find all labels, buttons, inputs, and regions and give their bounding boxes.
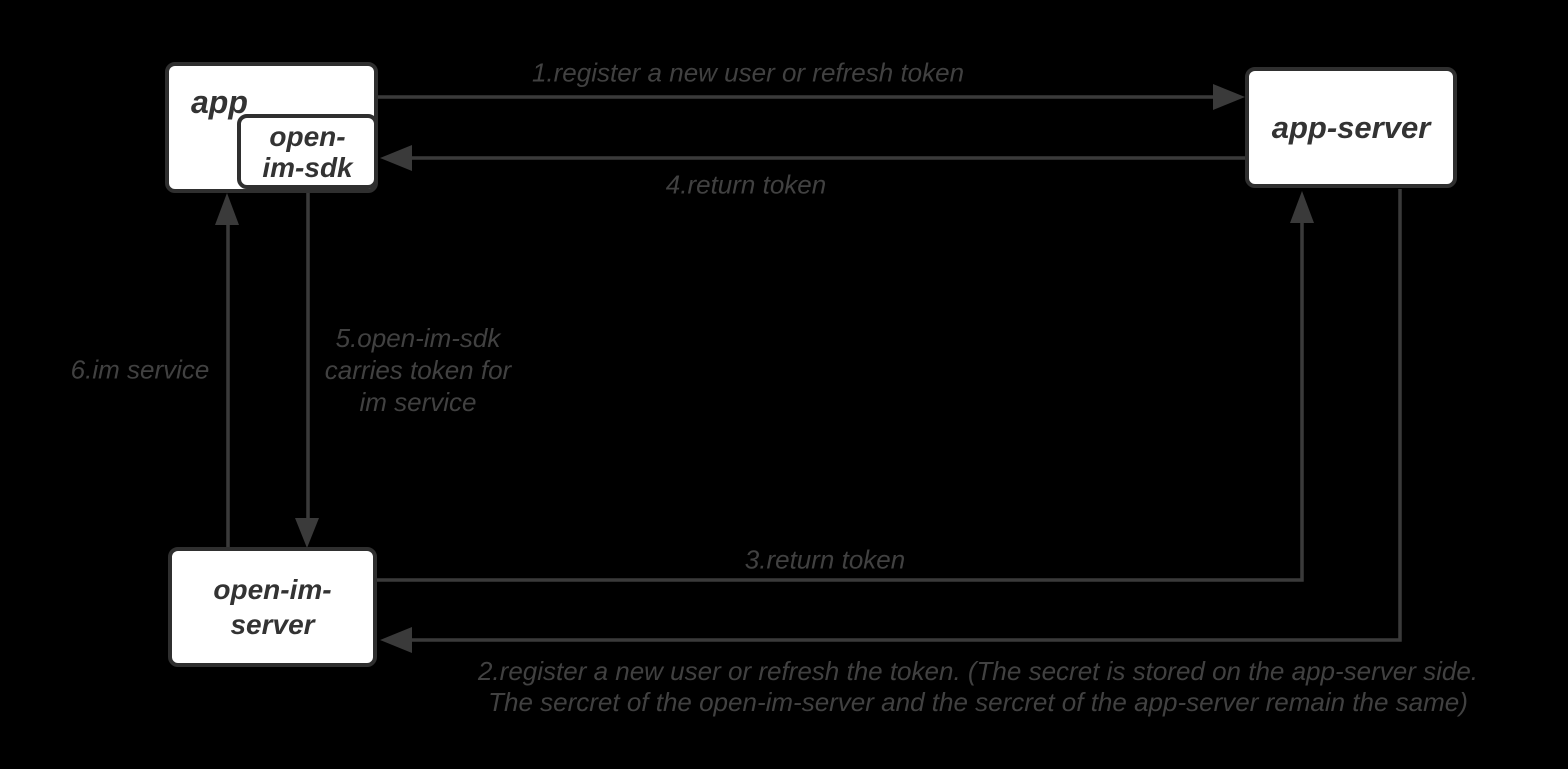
- arrow-5-label-line1: 5.open-im-sdk: [335, 323, 501, 353]
- arrow-5-sdk-carries-token: [295, 189, 319, 548]
- node-open-im-sdk: open- im-sdk: [237, 114, 378, 189]
- arrow-2-register: [380, 189, 1402, 653]
- arrow-2-label-line2: The sercret of the open-im-server and th…: [488, 687, 1468, 717]
- arrow-4-label: 4.return token: [665, 169, 827, 200]
- node-open-im-server-label-line2: server: [230, 609, 315, 640]
- node-open-im-sdk-label-line2: im-sdk: [262, 151, 353, 183]
- node-open-im-server: open-im- server: [168, 547, 377, 667]
- arrow-5-label-line2: carries token for: [324, 355, 512, 385]
- arrow-5-label: 5.open-im-sdk carries token for im servi…: [325, 322, 511, 418]
- arrow-6-im-service: [215, 193, 239, 547]
- arrow-4-return-token: [380, 145, 1245, 171]
- node-app-server: app-server: [1245, 67, 1457, 188]
- arrow-2-label: 2.register a new user or refresh the tok…: [478, 656, 1478, 718]
- arrow-1-label: 1.register a new user or refresh token: [531, 57, 965, 88]
- arrow-3-label: 3.return token: [744, 544, 906, 575]
- arrow-5-label-line3: im service: [359, 387, 477, 417]
- node-app-server-label: app-server: [1271, 109, 1431, 145]
- arrow-2-label-line1: 2.register a new user or refresh the tok…: [477, 656, 1479, 686]
- node-app-label: app: [191, 84, 248, 120]
- arrow-3-return-token: [377, 191, 1314, 582]
- node-open-im-server-label-line1: open-im-: [213, 574, 332, 605]
- arrow-1-register: [378, 84, 1245, 110]
- node-open-im-sdk-label-line1: open-: [269, 120, 346, 152]
- arrow-6-label: 6.im service: [70, 354, 210, 385]
